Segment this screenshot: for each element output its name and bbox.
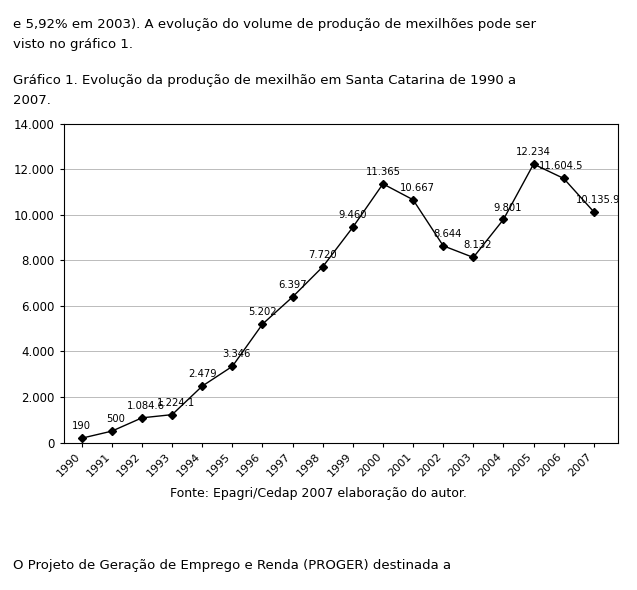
- Text: 2.479: 2.479: [188, 369, 217, 379]
- Text: 1.224.1: 1.224.1: [157, 398, 196, 408]
- Text: e 5,92% em 2003). A evolução do volume de produção de mexilhões pode ser: e 5,92% em 2003). A evolução do volume d…: [13, 18, 536, 31]
- Text: 11.365: 11.365: [366, 167, 401, 177]
- Text: 12.234: 12.234: [516, 147, 551, 157]
- Text: 9.460: 9.460: [339, 210, 367, 220]
- Text: 10.667: 10.667: [400, 183, 434, 193]
- Text: 1.084.6: 1.084.6: [127, 401, 165, 411]
- Text: 9.801: 9.801: [493, 202, 522, 212]
- Text: Fonte: Epagri/Cedap 2007 elaboração do autor.: Fonte: Epagri/Cedap 2007 elaboração do a…: [170, 487, 467, 500]
- Text: 3.346: 3.346: [222, 349, 251, 359]
- Text: O Projeto de Geração de Emprego e Renda (PROGER) destinada a: O Projeto de Geração de Emprego e Renda …: [13, 559, 451, 572]
- Text: 500: 500: [106, 414, 125, 424]
- Text: 8.644: 8.644: [433, 229, 462, 239]
- Text: 190: 190: [72, 421, 91, 431]
- Text: 8.132: 8.132: [463, 241, 492, 251]
- Text: 6.397: 6.397: [278, 280, 307, 290]
- Text: 7.720: 7.720: [308, 250, 337, 260]
- Text: 11.604.5: 11.604.5: [539, 162, 583, 172]
- Text: 5.202: 5.202: [248, 307, 277, 317]
- Text: 2007.: 2007.: [13, 94, 50, 107]
- Text: visto no gráfico 1.: visto no gráfico 1.: [13, 38, 132, 51]
- Text: Gráfico 1. Evolução da produção de mexilhão em Santa Catarina de 1990 a: Gráfico 1. Evolução da produção de mexil…: [13, 74, 516, 87]
- Text: 10.135.9: 10.135.9: [576, 195, 620, 205]
